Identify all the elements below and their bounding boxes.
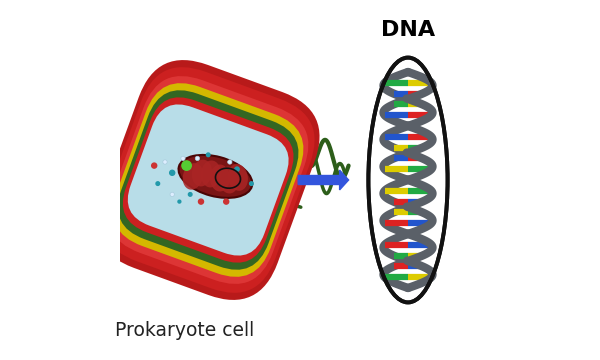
Circle shape — [152, 163, 157, 168]
Ellipse shape — [368, 58, 448, 302]
Circle shape — [199, 199, 203, 204]
Circle shape — [156, 182, 160, 185]
FancyBboxPatch shape — [128, 104, 289, 256]
FancyArrow shape — [298, 170, 349, 190]
Ellipse shape — [219, 167, 239, 193]
Text: DNA: DNA — [381, 20, 435, 40]
FancyBboxPatch shape — [108, 76, 308, 284]
Circle shape — [227, 160, 232, 164]
Circle shape — [170, 170, 175, 175]
Circle shape — [195, 156, 200, 161]
Ellipse shape — [179, 155, 252, 198]
Circle shape — [178, 200, 181, 203]
Circle shape — [250, 182, 253, 185]
Ellipse shape — [183, 163, 203, 190]
Circle shape — [181, 156, 185, 161]
Ellipse shape — [192, 159, 212, 186]
Circle shape — [206, 153, 210, 157]
Circle shape — [170, 192, 175, 197]
FancyBboxPatch shape — [97, 60, 320, 300]
FancyBboxPatch shape — [118, 90, 299, 270]
Circle shape — [182, 161, 191, 170]
FancyBboxPatch shape — [102, 67, 314, 293]
Circle shape — [235, 167, 239, 171]
Circle shape — [188, 193, 192, 196]
Circle shape — [163, 160, 167, 164]
Ellipse shape — [201, 161, 221, 188]
Text: Prokaryote cell: Prokaryote cell — [115, 321, 254, 340]
Circle shape — [224, 199, 229, 204]
FancyBboxPatch shape — [123, 97, 293, 263]
Ellipse shape — [210, 165, 230, 192]
FancyBboxPatch shape — [113, 83, 304, 277]
Ellipse shape — [228, 164, 248, 191]
